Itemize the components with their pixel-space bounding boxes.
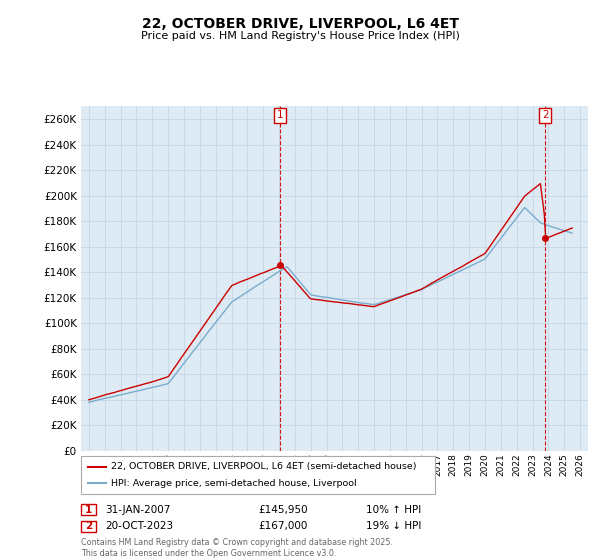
- Text: 22, OCTOBER DRIVE, LIVERPOOL, L6 4ET (semi-detached house): 22, OCTOBER DRIVE, LIVERPOOL, L6 4ET (se…: [111, 462, 416, 471]
- Text: HPI: Average price, semi-detached house, Liverpool: HPI: Average price, semi-detached house,…: [111, 479, 356, 488]
- Text: 19% ↓ HPI: 19% ↓ HPI: [366, 521, 421, 531]
- Text: 22, OCTOBER DRIVE, LIVERPOOL, L6 4ET: 22, OCTOBER DRIVE, LIVERPOOL, L6 4ET: [142, 17, 458, 31]
- Text: 2: 2: [542, 110, 548, 120]
- Text: 2: 2: [85, 521, 92, 531]
- Text: 1: 1: [85, 505, 92, 515]
- Text: 20-OCT-2023: 20-OCT-2023: [105, 521, 173, 531]
- Text: Contains HM Land Registry data © Crown copyright and database right 2025.
This d: Contains HM Land Registry data © Crown c…: [81, 538, 393, 558]
- Text: 31-JAN-2007: 31-JAN-2007: [105, 505, 170, 515]
- Text: Price paid vs. HM Land Registry's House Price Index (HPI): Price paid vs. HM Land Registry's House …: [140, 31, 460, 41]
- Text: 1: 1: [277, 110, 284, 120]
- Text: £167,000: £167,000: [258, 521, 307, 531]
- Text: 10% ↑ HPI: 10% ↑ HPI: [366, 505, 421, 515]
- Text: £145,950: £145,950: [258, 505, 308, 515]
